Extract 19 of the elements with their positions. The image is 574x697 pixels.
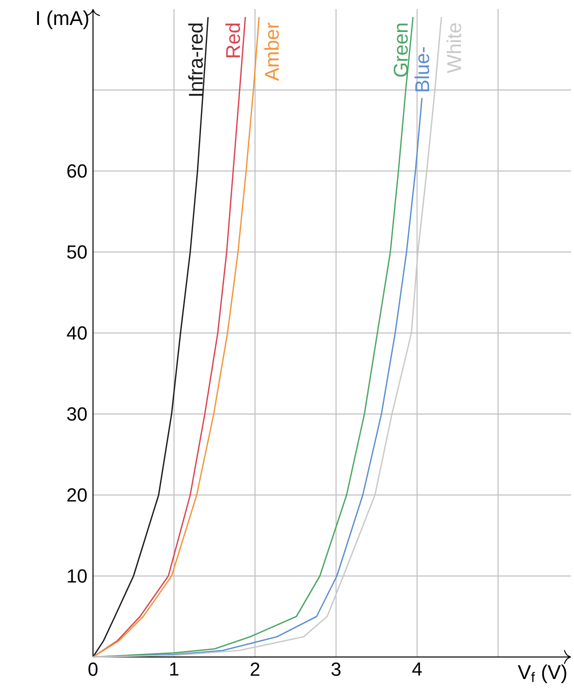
x-axis-title: V$_{f}$ (V) — [518, 664, 566, 684]
y-axis-title: I (mA) — [37, 10, 88, 30]
text: Green — [394, 24, 408, 77]
y-tick-label: 10 — [68, 569, 87, 583]
text: Red — [225, 24, 240, 58]
y-tick-label: 20 — [67, 488, 87, 502]
x-tick-label: 4 — [412, 662, 422, 676]
text: Infra-red — [188, 24, 203, 96]
x-tick-label: 0 — [88, 662, 98, 676]
x-tick-label: 1 — [170, 662, 178, 676]
text: Blue- — [414, 47, 430, 92]
y-tick-label: 60 — [67, 164, 87, 178]
y-tick-label: 50 — [67, 245, 87, 259]
x-tick-label: 3 — [332, 662, 340, 676]
x-tick-label: 2 — [250, 662, 260, 676]
line-series — [92, 16, 209, 658]
y-tick-label: 40 — [66, 326, 87, 340]
text: Amber — [264, 22, 279, 81]
y-tick-label: 30 — [67, 407, 87, 421]
